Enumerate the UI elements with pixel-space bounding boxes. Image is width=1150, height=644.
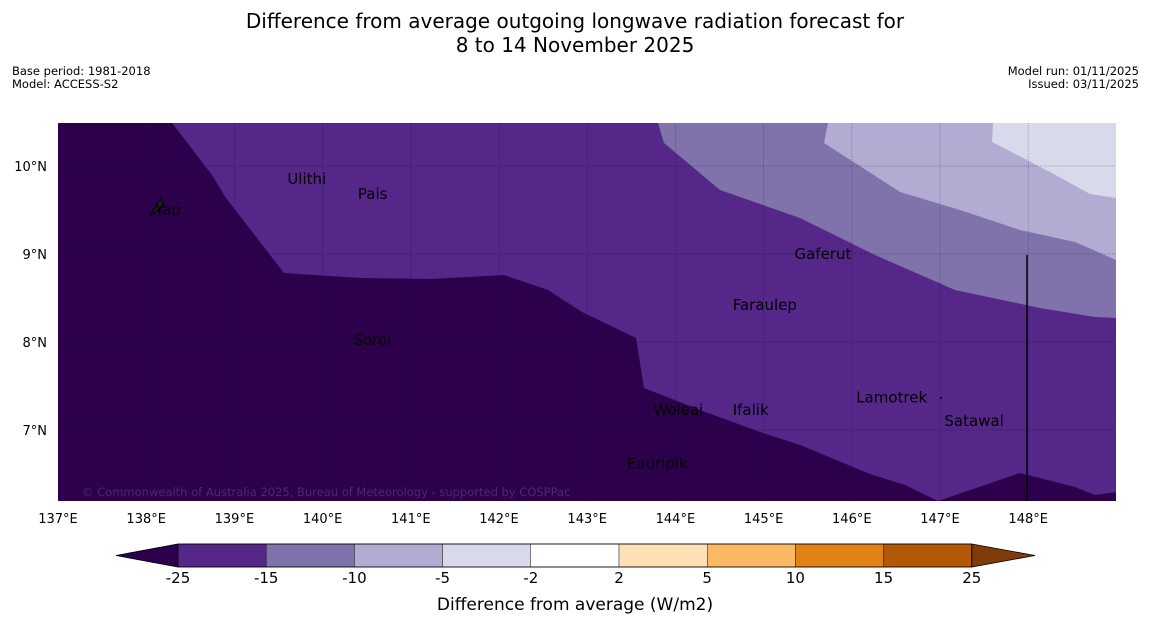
x-tick-label: 140°E (303, 512, 343, 527)
model-name: Model: ACCESS-S2 (12, 77, 119, 91)
colorbar-tick-label: -15 (254, 569, 279, 587)
colorbar-tick-label: 15 (874, 569, 893, 587)
x-tick-label: 144°E (656, 512, 696, 527)
y-axis: 10°N 9°N 8°N 7°N (14, 160, 47, 439)
colorbar-tick-label: 2 (614, 569, 624, 587)
place-pais: Pais (358, 185, 388, 203)
colorbar-segment (530, 543, 620, 568)
meta-right: Model run: 01/11/2025 Issued: 03/11/2025 (1008, 65, 1139, 91)
colorbar: -25 -15 -10 -5 -2 2 5 10 15 25 (115, 543, 1036, 587)
y-tick-label: 8°N (23, 336, 48, 351)
place-sorol: Sorol (353, 331, 391, 349)
x-tick-label: 143°E (567, 512, 607, 527)
meta-left: Base period: 1981-2018 Model: ACCESS-S2 (12, 65, 151, 91)
colorbar-segment (442, 543, 532, 568)
y-tick-label: 9°N (23, 248, 48, 263)
x-tick-label: 138°E (126, 512, 166, 527)
colorbar-label: Difference from average (W/m2) (437, 595, 713, 615)
region-minus-5-to-minus-2 (992, 123, 1116, 198)
chart-title: Difference from average outgoing longwav… (0, 9, 1150, 57)
title-line-1: Difference from average outgoing longwav… (245, 9, 905, 33)
colorbar-tick-label: -2 (523, 569, 538, 587)
colorbar-segment (177, 543, 267, 568)
place-eauripik: Eauripik (627, 454, 688, 472)
colorbar-segment (266, 543, 355, 568)
x-tick-label: 137°E (38, 512, 78, 527)
place-woleai: Woleai (653, 401, 703, 419)
colorbar-extend-low (115, 543, 179, 568)
gridlines (58, 123, 1116, 501)
model-run: Model run: 01/11/2025 (1007, 64, 1139, 78)
base-period: Base period: 1981-2018 (12, 64, 151, 78)
title-line-2: 8 to 14 November 2025 (455, 33, 695, 57)
x-tick-label: 146°E (832, 512, 872, 527)
colorbar-segment (707, 543, 796, 568)
colorbar-tick-label: -25 (166, 569, 191, 587)
place-ulithi: Ulithi (287, 170, 326, 188)
place-gaferut: Gaferut (794, 245, 851, 263)
x-tick-label: 141°E (391, 512, 431, 527)
colorbar-frame (177, 543, 973, 568)
colorbar-tick-label: 10 (786, 569, 805, 587)
yap-island-shape (149, 198, 165, 217)
place-yap: Yap (154, 201, 181, 219)
issued-date: Issued: 03/11/2025 (1028, 77, 1139, 91)
y-tick-label: 7°N (23, 424, 48, 439)
x-tick-label: 148°E (1008, 512, 1048, 527)
colorbar-extend-high (971, 543, 1036, 568)
anomaly-field: © Commonwealth of Australia 2025, Bureau… (58, 123, 1116, 501)
colorbar-tick-label: 5 (702, 569, 712, 587)
place-faraulep: Faraulep (733, 296, 797, 314)
lamotrek-dot (940, 397, 942, 399)
x-axis: 137°E 138°E 139°E 140°E 141°E 142°E 143°E 144°E… (38, 512, 1048, 527)
copyright-notice: © Commonwealth of Australia 2025, Bureau… (82, 485, 570, 499)
colorbar-tick-label: -10 (342, 569, 367, 587)
x-tick-label: 139°E (215, 512, 255, 527)
x-tick-label: 147°E (920, 512, 960, 527)
colorbar-segment (354, 543, 443, 568)
colorbar-segment (883, 543, 972, 568)
x-tick-label: 142°E (479, 512, 519, 527)
place-ifalik: Ifalik (733, 401, 769, 419)
colorbar-segment (795, 543, 884, 568)
place-lamotrek: Lamotrek (856, 388, 927, 406)
y-tick-label: 10°N (14, 160, 47, 175)
place-labels: Ulithi Pais Yap Gaferut Faraulep Sorol Lamotre… (154, 170, 1004, 472)
colorbar-tick-label: -5 (435, 569, 450, 587)
place-satawal: Satawal (944, 412, 1003, 430)
x-tick-label: 145°E (744, 512, 784, 527)
colorbar-tick-label: 25 (962, 569, 981, 587)
colorbar-segment (618, 543, 708, 568)
